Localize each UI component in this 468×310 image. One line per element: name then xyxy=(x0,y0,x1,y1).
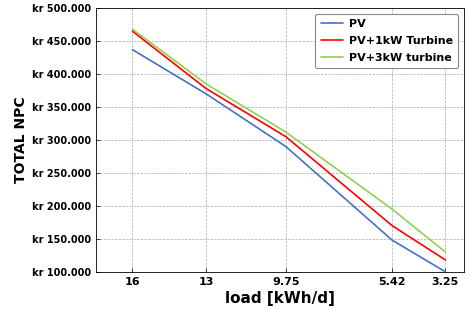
Legend: PV, PV+1kW Turbine, PV+3kW turbine: PV, PV+1kW Turbine, PV+3kW turbine xyxy=(315,14,458,68)
PV+1kW Turbine xyxy=(389,224,395,228)
PV xyxy=(283,145,289,148)
X-axis label: load [kWh/d]: load [kWh/d] xyxy=(225,291,335,306)
PV xyxy=(130,48,135,51)
PV+3kW turbine xyxy=(283,130,289,134)
Line: PV: PV xyxy=(132,50,446,272)
PV xyxy=(389,238,395,242)
PV+3kW turbine xyxy=(443,250,448,254)
PV+1kW Turbine xyxy=(283,135,289,139)
Line: PV+1kW Turbine: PV+1kW Turbine xyxy=(132,31,446,260)
PV+3kW turbine xyxy=(130,27,135,31)
PV+3kW turbine xyxy=(389,207,395,211)
PV xyxy=(443,270,448,274)
Y-axis label: TOTAL NPC: TOTAL NPC xyxy=(14,97,28,183)
PV+1kW Turbine xyxy=(130,29,135,33)
PV+3kW turbine xyxy=(203,82,209,86)
Line: PV+3kW turbine: PV+3kW turbine xyxy=(132,29,446,252)
PV+1kW Turbine xyxy=(443,258,448,262)
PV+1kW Turbine xyxy=(203,87,209,91)
PV xyxy=(203,92,209,96)
